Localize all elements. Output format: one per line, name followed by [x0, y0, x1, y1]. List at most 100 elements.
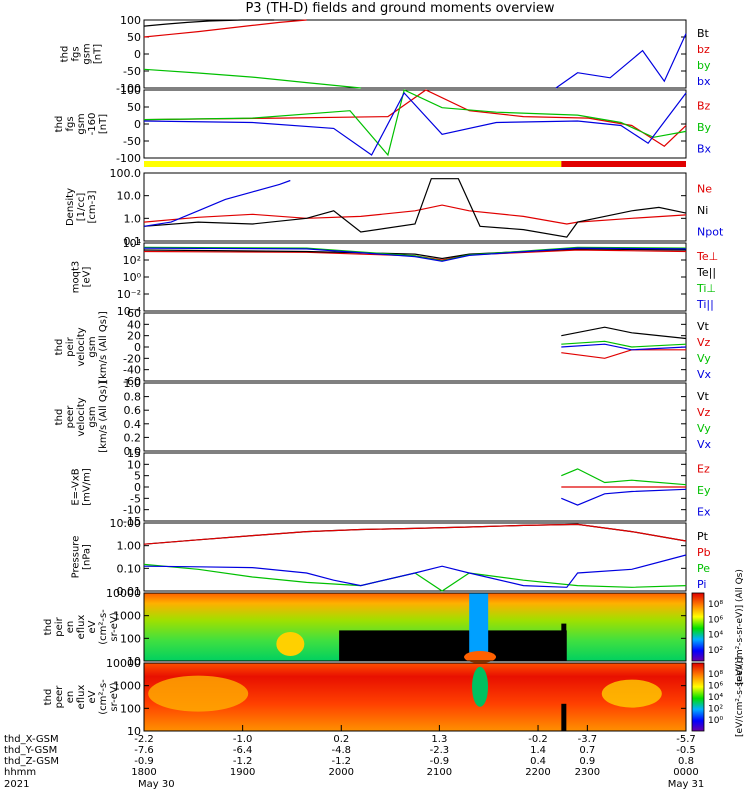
colorbar-tick-label: 10⁶	[708, 682, 723, 692]
y-tick-label: -40	[123, 364, 141, 377]
legend-entry: Pb	[697, 546, 711, 559]
y-tick-label: 1000	[113, 680, 141, 693]
legend-entry: bx	[697, 75, 711, 88]
y-tick-label: -15	[123, 515, 141, 528]
y-axis-label-line: en	[65, 621, 76, 634]
y-axis-label-line: [mV/m]	[82, 468, 93, 506]
x-tick-value: 0.7	[579, 745, 595, 756]
y-axis-label: E=-VxB[mV/m]	[71, 468, 93, 506]
legend-entry: Vx	[697, 438, 712, 451]
legend-entry: Vy	[697, 422, 711, 435]
legend-entry: Vz	[697, 336, 711, 349]
y-axis-label-line: fgs	[71, 46, 82, 61]
y-axis-label-line: [cm-3]	[87, 190, 98, 223]
series-line-Vt	[561, 326, 687, 340]
series-line-Ne	[143, 204, 687, 225]
series-line-bx	[555, 33, 687, 89]
series-line-Ex	[561, 488, 687, 506]
y-axis-label-line: gsm	[87, 336, 98, 357]
y-tick-label: -100	[116, 152, 141, 165]
x-tick-value: May 30	[138, 779, 175, 790]
y-axis-label-line: thd	[54, 116, 65, 133]
y-axis-label-line: peir	[65, 336, 76, 356]
y-tick-label: 10⁰	[123, 271, 142, 284]
x-tick-value: -7.6	[134, 745, 154, 756]
panel-peir_en_eflux: 10⁸ 10⁶ 10⁴ 10² [eV/(cm²-s-sr-eV)] (All Qs) 1…	[43, 569, 745, 685]
y-axis-label-line: Pressure	[71, 536, 82, 579]
y-axis-label: thdpeervelocitygsm[km/s (All Qs)]	[54, 381, 109, 453]
x-tick-value: 0.8	[678, 756, 694, 767]
y-axis-label: thdpeerenefluxeV(cm²-s-sr-eV)	[43, 679, 120, 715]
x-axis-row-label: thd_X-GSM	[4, 734, 59, 745]
spectrogram-patch	[472, 666, 489, 707]
legend-entry: Te⊥	[696, 250, 718, 263]
x-axis-row-label: thd_Y-GSM	[4, 745, 57, 756]
x-tick-value: 1800	[131, 767, 156, 778]
y-tick-label: 1.0	[124, 212, 142, 225]
colorbar-tick-label: 10²	[708, 646, 723, 656]
y-axis-label-line: peir	[54, 616, 65, 636]
x-tick-value: -1.0	[233, 734, 253, 745]
legend-entry: Ez	[697, 463, 710, 476]
y-axis-label-line: Density	[65, 188, 76, 226]
series-line-Pi	[143, 554, 687, 588]
y-tick-label: 0	[134, 48, 141, 61]
y-axis-label-line: fgs	[65, 116, 76, 131]
legend-entry: Ne	[697, 183, 712, 196]
figure-title: P3 (TH-D) fields and ground moments over…	[245, 1, 554, 16]
y-axis-label-line: thd	[54, 409, 65, 426]
y-tick-label: 10	[127, 725, 141, 738]
panels: 100500-50-100thdfgsgsm[nT]Btbzbybx100500…	[43, 14, 745, 738]
y-axis-label-line: [km/s (All Qs)]	[98, 381, 109, 453]
legend-entry: Bx	[697, 142, 712, 155]
y-axis-label-line: gsm	[76, 113, 87, 134]
y-tick-label: -60	[123, 375, 141, 388]
y-axis-label-line: velocity	[76, 327, 87, 366]
y-tick-label: 0.8	[124, 391, 142, 404]
x-tick-value: -0.9	[134, 756, 154, 767]
panel-frame	[143, 382, 687, 452]
series-line-Pb	[143, 523, 687, 545]
y-tick-label: 10⁻⁴	[117, 305, 142, 318]
y-axis-label: thdfgsgsm-160[nT]	[54, 113, 109, 136]
legend-entry: by	[697, 59, 711, 72]
y-tick-label: 0.2	[124, 431, 142, 444]
x-tick-value: -5.7	[676, 734, 696, 745]
legend-entry: Vt	[697, 390, 710, 403]
y-axis-label-line: thd	[60, 46, 71, 63]
x-tick-value: 2100	[427, 767, 452, 778]
series-line-Npot	[143, 179, 291, 227]
y-tick-label: 100.0	[110, 167, 142, 180]
series-line-Vx	[561, 343, 687, 351]
series-line-By	[143, 89, 687, 157]
spectrogram-central-band	[469, 593, 489, 661]
y-tick-label: -50	[123, 135, 141, 148]
y-axis-label: Pressure[nPa]	[71, 536, 93, 579]
colorbar	[691, 592, 705, 662]
y-axis-label-line: gsm	[82, 43, 93, 64]
colorbar-tick-label: 10⁸	[708, 600, 723, 610]
y-tick-label: 10²	[123, 254, 141, 267]
y-tick-label: 10	[127, 458, 141, 471]
x-tick-value: 0.2	[333, 734, 349, 745]
legend-entry: Pt	[697, 530, 709, 543]
legend-entry: Ey	[697, 484, 711, 497]
x-tick-value: 1900	[230, 767, 255, 778]
y-axis-label-line: eflux	[76, 615, 87, 640]
series-line-Ni	[143, 178, 687, 238]
series-line-by	[143, 68, 361, 89]
colorbar-tick-label: 10²	[708, 705, 723, 715]
legend-entry: Ti⊥	[696, 282, 716, 295]
series-line-Ey	[561, 468, 687, 486]
legend-entry: Npot	[697, 225, 724, 238]
legend-entry: Vy	[697, 352, 711, 365]
legend-entry: Ex	[697, 505, 711, 518]
y-tick-label: 10⁻²	[117, 288, 141, 301]
x-tick-value: 0.4	[530, 756, 546, 767]
legend-entry: Bt	[697, 27, 710, 40]
y-axis-label: thdpeirvelocitygsm[km/s (All Qs)]	[54, 311, 109, 383]
panel-frame	[143, 19, 687, 89]
spectrogram-patch	[601, 679, 662, 708]
